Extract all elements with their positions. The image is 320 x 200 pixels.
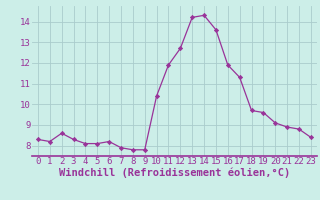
X-axis label: Windchill (Refroidissement éolien,°C): Windchill (Refroidissement éolien,°C)	[59, 168, 290, 178]
